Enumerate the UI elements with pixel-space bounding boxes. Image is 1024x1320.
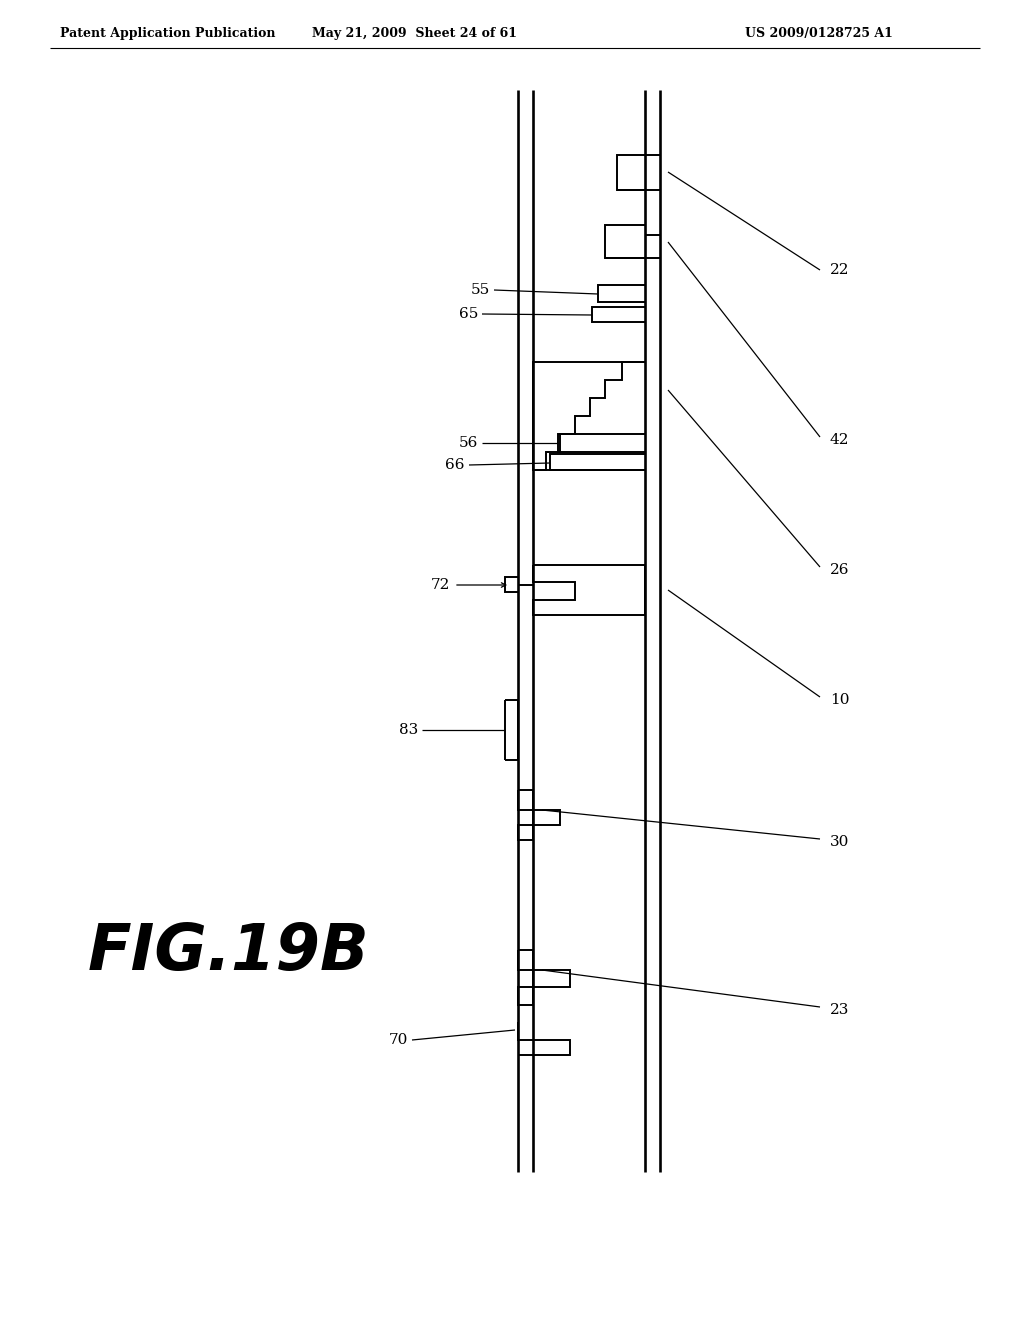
Text: 30: 30 xyxy=(830,836,849,849)
Text: 10: 10 xyxy=(830,693,850,708)
Text: 83: 83 xyxy=(398,723,418,737)
Text: 56: 56 xyxy=(459,436,478,450)
Text: US 2009/0128725 A1: US 2009/0128725 A1 xyxy=(745,26,893,40)
Text: 66: 66 xyxy=(445,458,465,473)
Text: 26: 26 xyxy=(830,564,850,577)
Text: FIG.19B: FIG.19B xyxy=(88,921,370,983)
Text: 65: 65 xyxy=(459,308,478,321)
Text: May 21, 2009  Sheet 24 of 61: May 21, 2009 Sheet 24 of 61 xyxy=(312,26,517,40)
Text: 22: 22 xyxy=(830,263,850,277)
Text: 55: 55 xyxy=(471,282,490,297)
Text: 23: 23 xyxy=(830,1003,849,1016)
Text: 72: 72 xyxy=(431,578,450,591)
Text: 70: 70 xyxy=(389,1034,408,1047)
Text: 42: 42 xyxy=(830,433,850,447)
Text: Patent Application Publication: Patent Application Publication xyxy=(60,26,275,40)
